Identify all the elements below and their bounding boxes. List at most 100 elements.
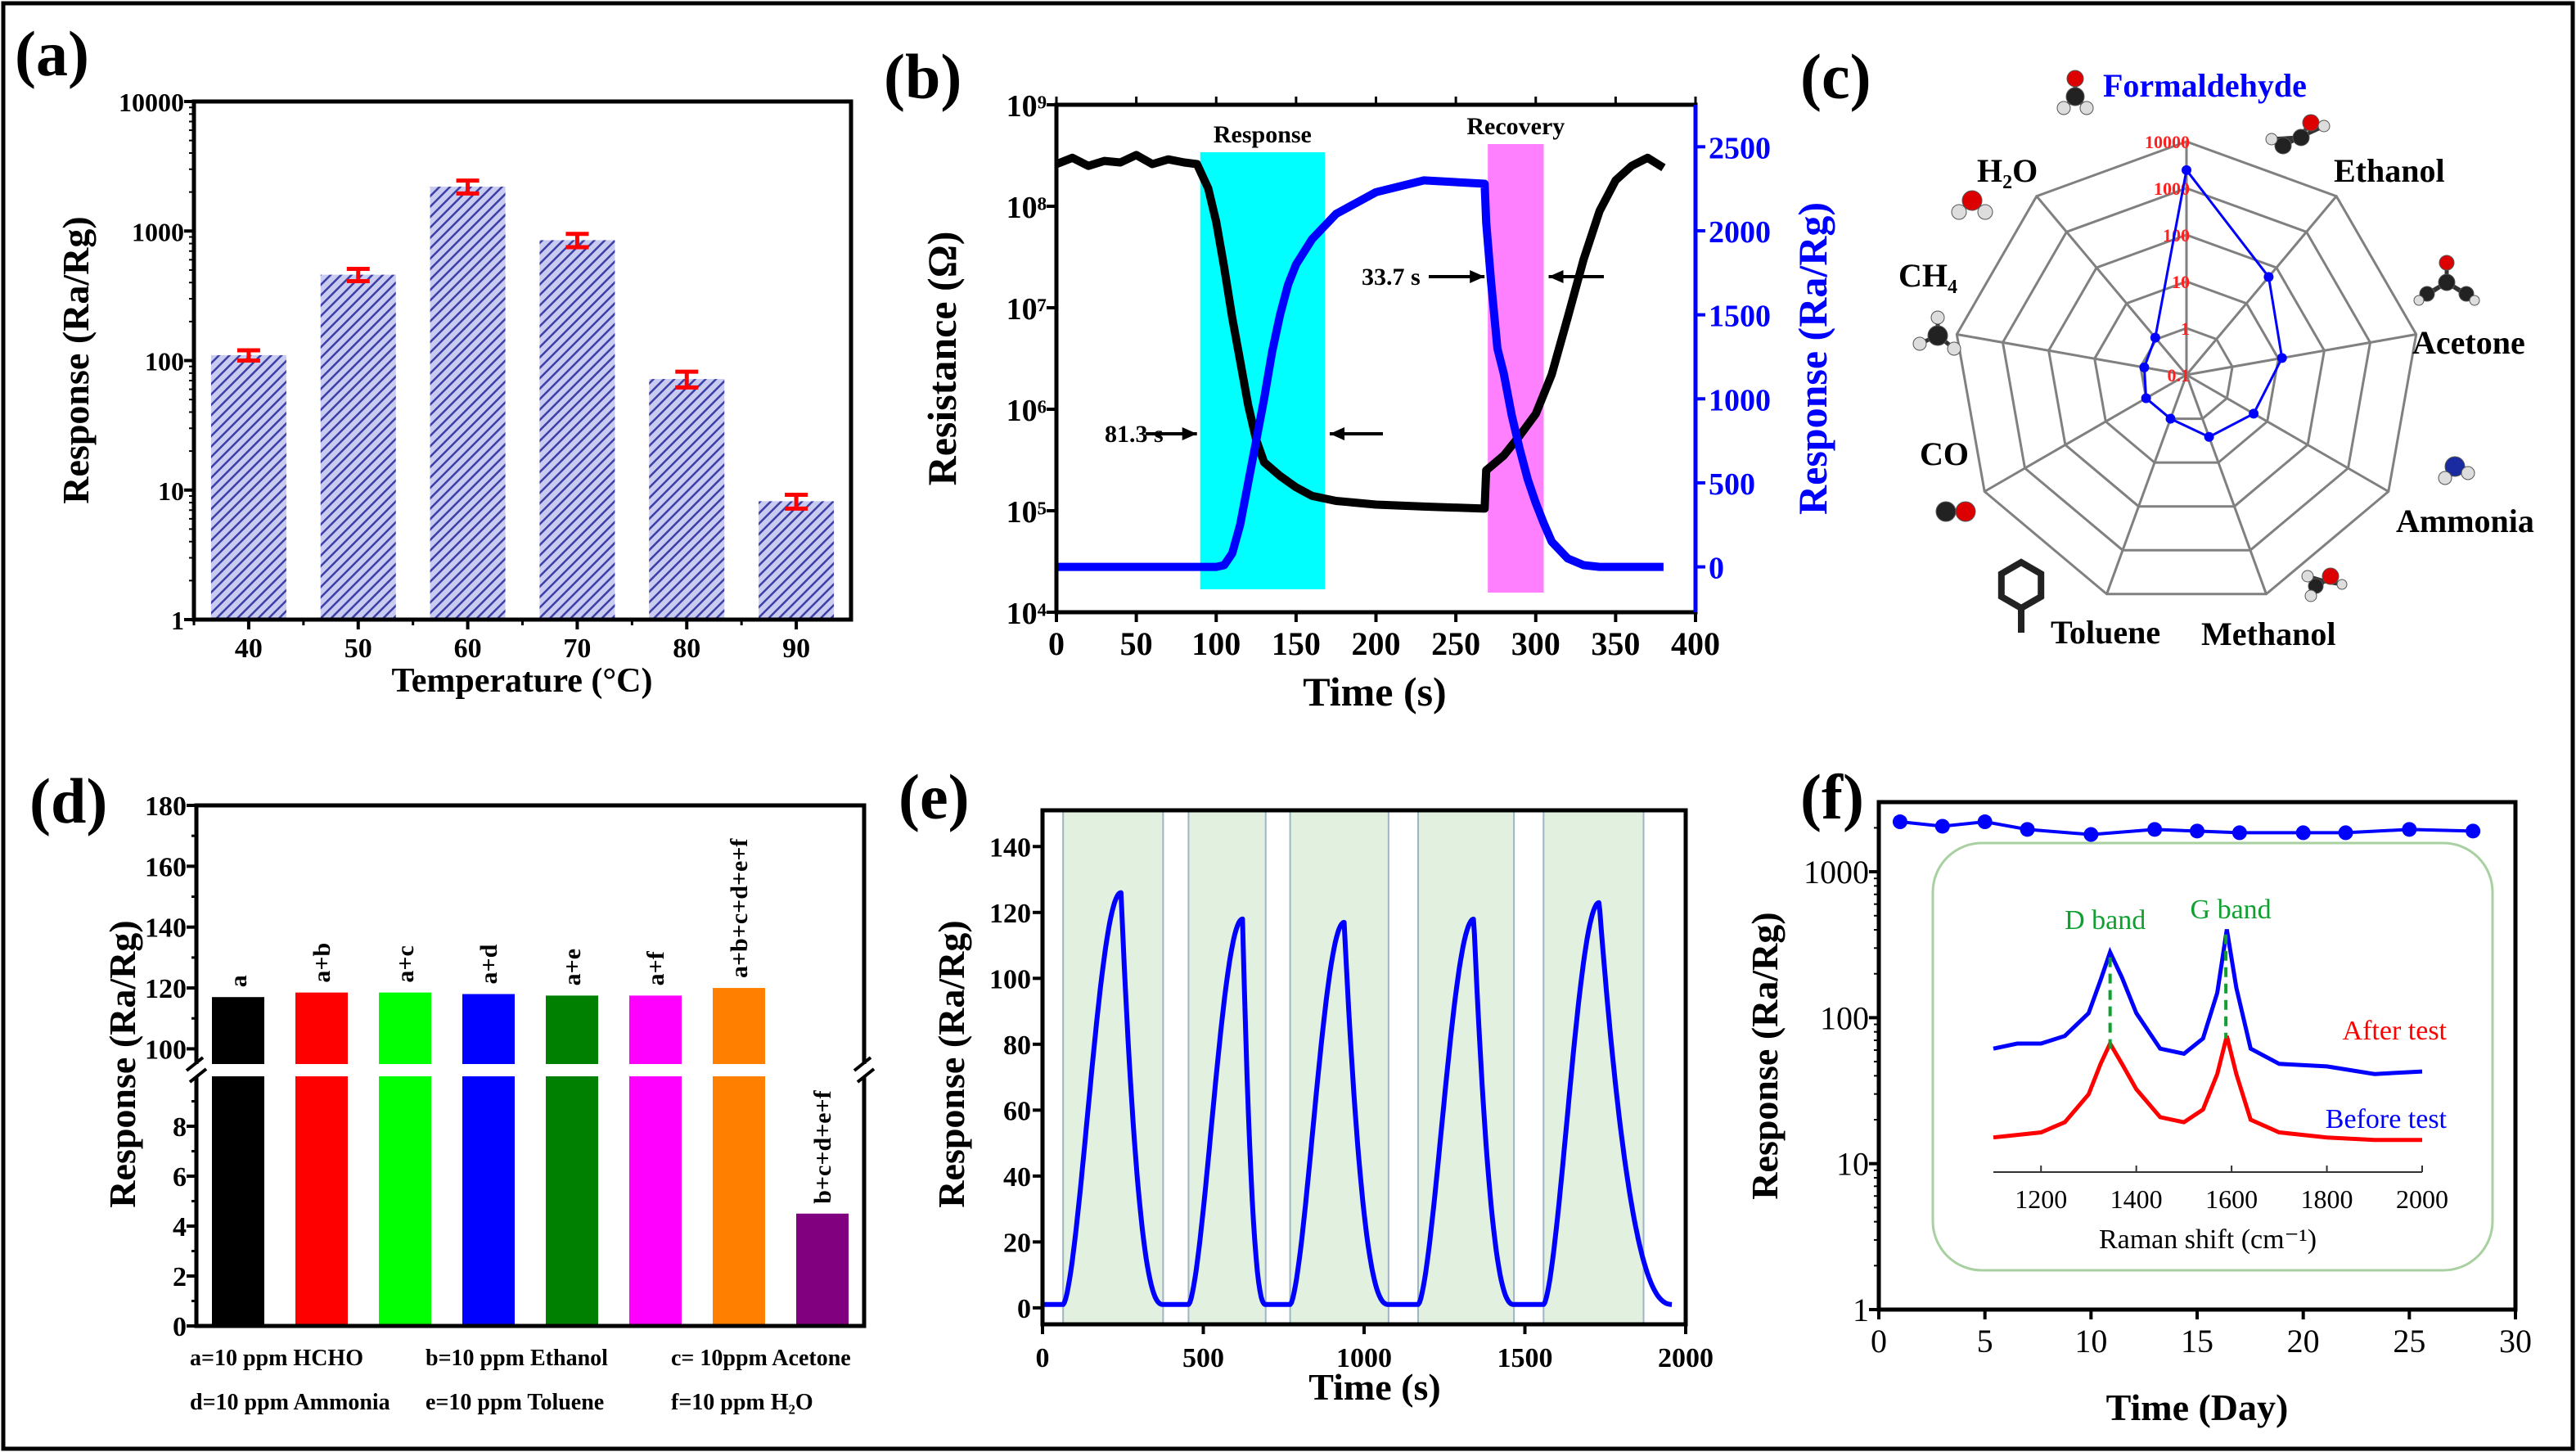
raman-after-test: [1993, 1035, 2422, 1143]
x-axis-label-b: Time (s): [1303, 669, 1446, 715]
axis-break-mark: [853, 1056, 872, 1072]
radar-spoke: [2185, 195, 2338, 376]
y-tick-label: 6: [173, 1162, 187, 1193]
y-tick-label: 180: [145, 791, 187, 822]
atom: [2458, 286, 2475, 302]
panel-b: (b) Resistance (Ω) Response (Ra/Rg) Time…: [884, 41, 1835, 715]
axis-break-mark: [185, 1056, 205, 1072]
inset-frame: [1931, 841, 2494, 1272]
region-recovery: [1488, 144, 1544, 593]
y-tick-label: 0: [1017, 1294, 1031, 1324]
y-left-tick-label: 10⁶: [1007, 394, 1047, 428]
x-tick-label: 30: [2499, 1323, 2532, 1360]
bar-lower: [212, 1076, 264, 1326]
atom: [2302, 114, 2320, 132]
legend-before-test: Before test: [2326, 1104, 2448, 1134]
gas-on-band: [1289, 809, 1389, 1325]
atom: [2265, 133, 2278, 146]
bar-label: a+b: [308, 943, 336, 983]
series-resistance: [1055, 151, 1666, 513]
bar-upper: [295, 992, 348, 1064]
x-tick-label: 200: [1352, 625, 1401, 662]
radar-spoke: [2035, 195, 2188, 376]
y-right-tick-label: 0: [1709, 552, 1724, 586]
bar-lower: [713, 1076, 765, 1326]
bar-lower: [546, 1076, 598, 1326]
region-label: Response: [1214, 121, 1312, 148]
radar-ring: [2047, 233, 2326, 508]
atom: [1977, 204, 1993, 220]
x-tick-label: 350: [1591, 625, 1640, 662]
atom: [1951, 204, 1967, 220]
axis-label-8: H₂O: [1977, 152, 2038, 189]
axis-label-1: Ethanol: [2334, 152, 2445, 189]
axis-label-4: Methanol: [2201, 616, 2335, 652]
y-axis-label-d: Response (Ra/Rg): [101, 920, 143, 1207]
panel-f: (f) Response (Ra/Rg) Time (Day) D band G …: [1744, 761, 2532, 1428]
atom: [1961, 190, 1983, 211]
y-tick-label: 8: [173, 1112, 187, 1143]
atom: [2461, 466, 2475, 480]
atom: [1912, 336, 1927, 351]
axis-break-mark: [856, 1067, 876, 1084]
water-molecule-icon: [1951, 190, 1993, 220]
y-axis-label-a: Response (Ra/Rg): [55, 216, 97, 503]
y-right-tick-label: 2000: [1709, 215, 1771, 250]
x-tick-label: 250: [1431, 625, 1480, 662]
y-tick-label: 10: [158, 476, 184, 506]
inset-x-tick-label: 1200: [2015, 1184, 2067, 1214]
bar-upper: [629, 995, 682, 1064]
atom: [2317, 119, 2331, 133]
bar: [649, 379, 725, 620]
axis-label-3: Ammonia: [2396, 503, 2534, 539]
x-tick-label: 0: [1048, 625, 1065, 662]
inset-x-tick-label: 1600: [2205, 1184, 2258, 1214]
panel-c: (c) 0.1110100100010000FormaldehydeEthano…: [1800, 41, 2534, 652]
axis-label-0: Formaldehyde: [2103, 67, 2307, 104]
panel-label-a: (a): [15, 18, 89, 89]
bar: [539, 240, 615, 620]
atom: [2304, 589, 2317, 602]
radar-spoke: [2186, 333, 2416, 377]
x-tick-label: 15: [2181, 1323, 2213, 1360]
x-tick-label: 20: [2287, 1323, 2320, 1360]
atom: [2439, 255, 2455, 271]
atom: [2292, 129, 2310, 147]
radar-point: [2141, 393, 2151, 404]
stability-point: [1977, 814, 1993, 830]
inset-x-axis-label: Raman shift (cm⁻¹): [2099, 1224, 2317, 1255]
y-tick-label: 1000: [132, 217, 184, 246]
stability-point: [1892, 814, 1907, 830]
radar-spoke: [2105, 374, 2188, 595]
y-tick-label: 140: [145, 913, 187, 944]
y-axis-label-f: Response (Ra/Rg): [1744, 912, 1786, 1199]
atom: [2056, 101, 2071, 115]
y-left-tick-label: 10⁷: [1007, 292, 1047, 327]
stability-point: [2147, 822, 2163, 837]
radar-series: [2142, 167, 2284, 439]
y-tick-label: 10: [1836, 1146, 1869, 1183]
methanol-molecule-icon: [2301, 567, 2348, 602]
panel-label-c: (c): [1800, 41, 1871, 112]
arrow-response-start-head: [1182, 427, 1197, 440]
ring-label: 0.1: [2168, 365, 2191, 386]
y-tick-label: 100: [145, 1035, 187, 1065]
bar: [320, 274, 396, 620]
y-tick-label: 4: [173, 1212, 187, 1242]
stability-point: [2231, 825, 2247, 841]
legend-after-test: After test: [2343, 1016, 2448, 1046]
x-tick-label: 50: [345, 634, 372, 664]
x-tick-label: 400: [1671, 625, 1720, 662]
radar-spoke: [2186, 373, 2389, 493]
panel-a: (a) Response (Ra/Rg) Temperature (°C) 40…: [15, 18, 853, 700]
radar-point: [2150, 332, 2160, 343]
bar-label: b+c+d+e+f: [809, 1089, 836, 1203]
radar-point: [2263, 272, 2274, 282]
x-tick-label: 100: [1191, 625, 1241, 662]
radar-point: [2165, 413, 2176, 424]
legend-item: a=10 ppm HCHO: [190, 1346, 363, 1371]
bar: [759, 501, 835, 620]
radar-point: [2277, 353, 2287, 363]
bar-label: a+d: [475, 944, 502, 984]
